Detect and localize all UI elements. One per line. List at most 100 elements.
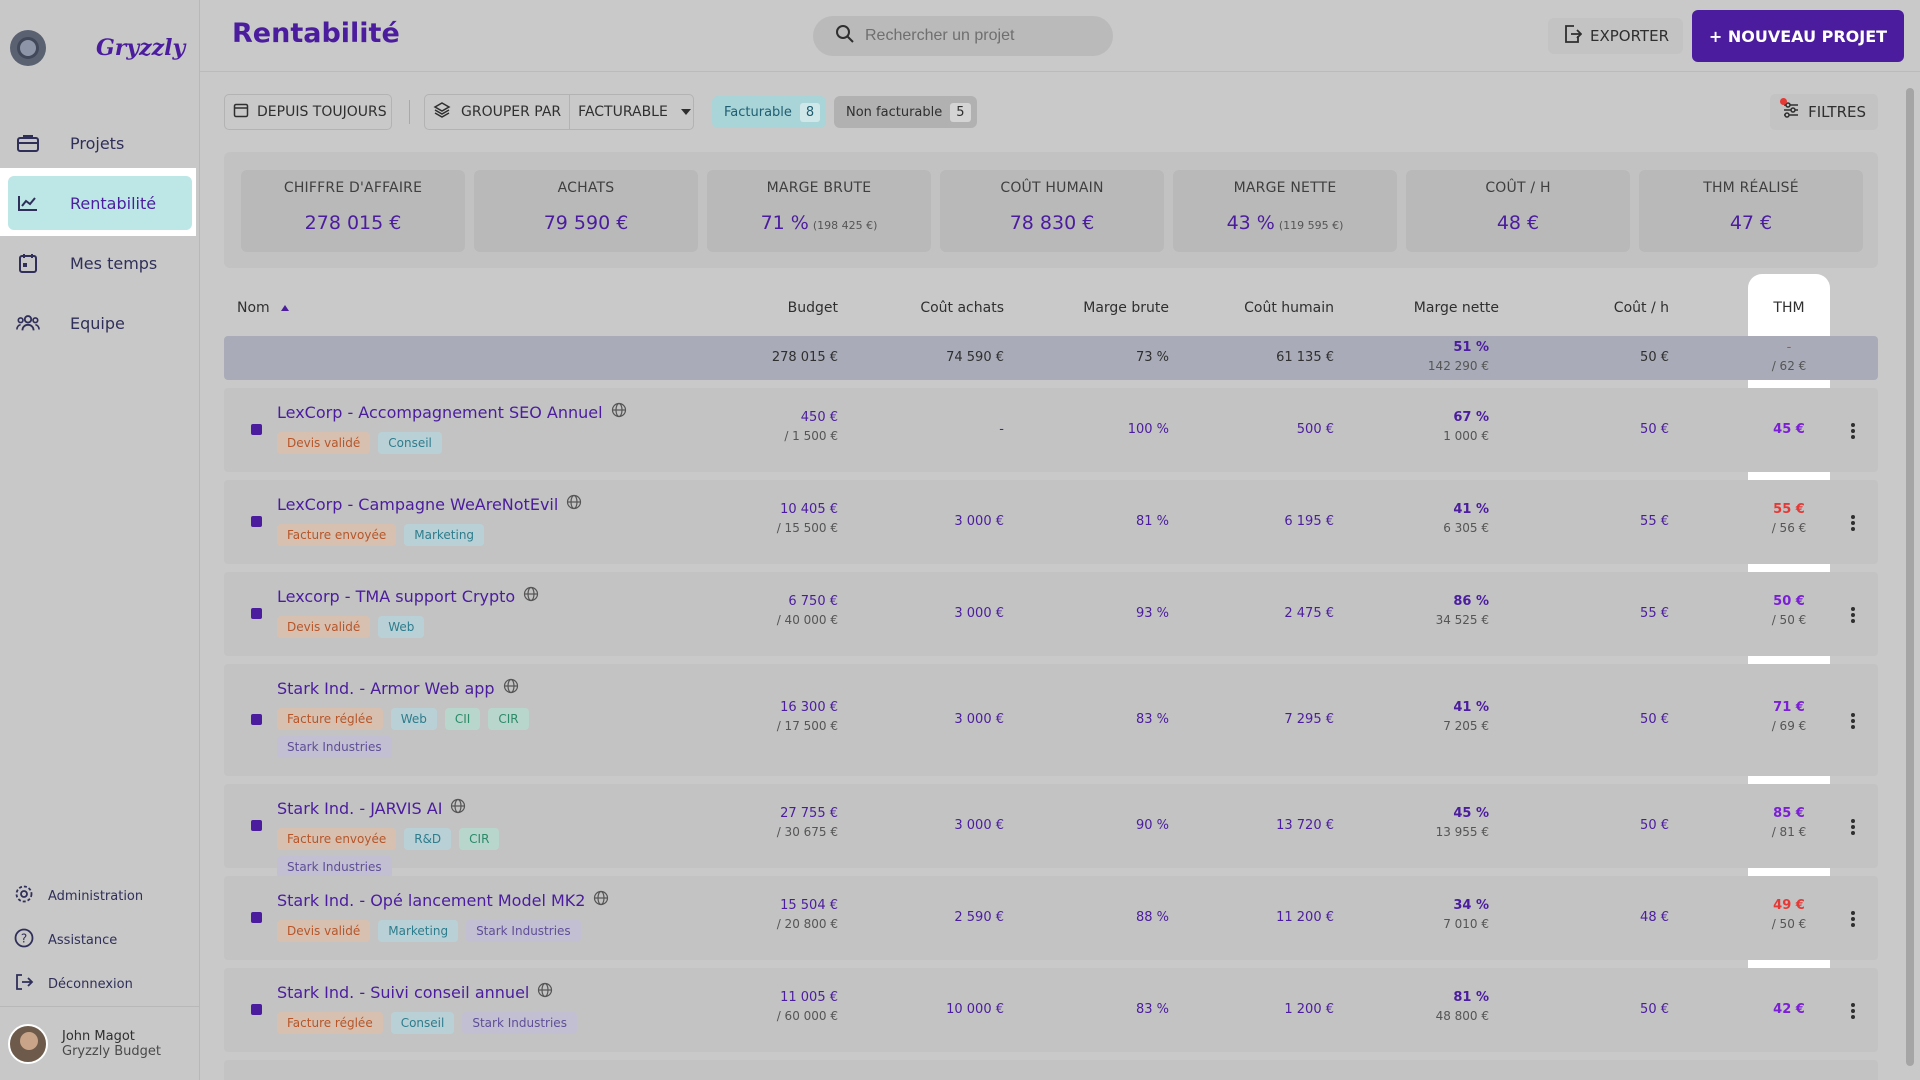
sidebar-item-deconnexion[interactable]: Déconnexion bbox=[14, 962, 143, 1006]
project-tag[interactable]: Facture réglée bbox=[277, 708, 383, 730]
marge-nette-amount: 7 205 € bbox=[1443, 719, 1489, 733]
project-tag[interactable]: Stark Industries bbox=[466, 920, 581, 942]
row-menu-kebab-icon[interactable] bbox=[1850, 513, 1856, 533]
cout-h-cell: 50 € bbox=[1640, 818, 1669, 833]
project-name-link[interactable]: Lexcorp - TMA support Crypto bbox=[277, 586, 539, 606]
cout-humain-cell: 1 200 € bbox=[1284, 1002, 1334, 1017]
project-name-link[interactable]: Stark Ind. - Armor Web app bbox=[277, 678, 519, 698]
non-facturable-toggle[interactable]: Non facturable 5 bbox=[834, 96, 977, 128]
project-tag[interactable]: CIR bbox=[488, 708, 529, 730]
column-header-thm[interactable]: THM bbox=[1773, 300, 1805, 316]
briefcase-icon bbox=[16, 131, 40, 155]
table-row[interactable]: Stark Ind. - JARVIS AI Facture envoyée R&D… bbox=[224, 784, 1878, 878]
budget-cell: 10 405 € / 15 500 € bbox=[644, 502, 838, 535]
project-tag[interactable]: Conseil bbox=[390, 1012, 455, 1034]
project-tag[interactable]: Devis validé bbox=[277, 432, 371, 454]
project-tag[interactable]: Facture réglée bbox=[277, 1012, 383, 1034]
project-name-link[interactable]: Stark Ind. - Suivi conseil annuel bbox=[277, 982, 553, 1002]
project-tag[interactable]: Marketing bbox=[404, 524, 485, 546]
export-button[interactable]: EXPORTER bbox=[1548, 18, 1683, 54]
cout-achats-cell: - bbox=[999, 422, 1004, 437]
project-name-link[interactable]: LexCorp - Accompagnement SEO Annuel bbox=[277, 402, 627, 422]
kpi-label: MARGE BRUTE bbox=[766, 180, 872, 196]
sliders-icon bbox=[1782, 101, 1800, 123]
row-menu-kebab-icon[interactable] bbox=[1850, 421, 1856, 441]
table-row[interactable]: Lexcorp - TMA support Crypto Devis validé… bbox=[224, 572, 1878, 656]
project-name: Stark Ind. - Armor Web app bbox=[277, 678, 495, 698]
project-tag[interactable]: Devis validé bbox=[277, 920, 371, 942]
search-box[interactable] bbox=[813, 16, 1113, 56]
sidebar-item-mes-temps[interactable]: Mes temps bbox=[8, 236, 192, 290]
budget-consumed: 15 504 € bbox=[780, 898, 838, 913]
table-row[interactable]: Stark Ind. - Suivi conseil annuel Facture… bbox=[224, 968, 1878, 1052]
scrollbar-thumb[interactable] bbox=[1906, 88, 1914, 1066]
thm-value: 42 € bbox=[1773, 1002, 1805, 1017]
user-profile[interactable]: John Magot Gryzzly Budget bbox=[0, 1006, 200, 1080]
sidebar-item-equipe[interactable]: Equipe bbox=[8, 296, 192, 350]
table-row[interactable]: LexCorp - Campagne WeAreNotEvil Facture e… bbox=[224, 480, 1878, 564]
project-name-link[interactable]: LexCorp - Campagne WeAreNotEvil bbox=[277, 494, 582, 514]
column-header-marge-brute[interactable]: Marge brute bbox=[1083, 300, 1169, 316]
project-tag[interactable]: Stark Industries bbox=[277, 856, 392, 878]
project-tag[interactable]: CIR bbox=[459, 828, 500, 850]
column-header-cout-achats[interactable]: Coût achats bbox=[920, 300, 1004, 316]
project-name: Stark Ind. - JARVIS AI bbox=[277, 798, 443, 818]
column-header-nom[interactable]: Nom bbox=[237, 300, 290, 316]
sidebar-item-assistance[interactable]: ? Assistance bbox=[14, 918, 143, 962]
sidebar-item-projets[interactable]: Projets bbox=[8, 116, 192, 170]
group-by-label: GROUPER PAR bbox=[461, 104, 562, 120]
project-name-link[interactable]: Stark Ind. - Opé lancement Model MK2 bbox=[277, 890, 609, 910]
new-project-button[interactable]: + NOUVEAU PROJET bbox=[1692, 10, 1904, 62]
project-tag[interactable]: Marketing bbox=[378, 920, 459, 942]
row-menu-kebab-icon[interactable] bbox=[1850, 909, 1856, 929]
period-filter-button[interactable]: DEPUIS TOUJOURS bbox=[224, 94, 392, 130]
project-tags: Devis validé Conseil bbox=[277, 432, 617, 460]
kpi-card: MARGE NETTE 43 % (119 595 €) bbox=[1173, 170, 1397, 252]
row-menu-kebab-icon[interactable] bbox=[1850, 817, 1856, 837]
row-menu-kebab-icon[interactable] bbox=[1850, 605, 1856, 625]
table-row-partial[interactable] bbox=[224, 1060, 1878, 1080]
project-tag[interactable]: Web bbox=[390, 708, 437, 730]
brand-wordmark: Gryzzly bbox=[96, 35, 186, 61]
project-tag[interactable]: Stark Industries bbox=[462, 1012, 577, 1034]
vertical-scrollbar[interactable] bbox=[1904, 76, 1916, 1080]
project-color-marker bbox=[251, 516, 262, 527]
logo[interactable]: Gryzzly bbox=[10, 30, 185, 66]
project-name-link[interactable]: Stark Ind. - JARVIS AI bbox=[277, 798, 466, 818]
thm-value: 45 € bbox=[1773, 422, 1805, 437]
row-menu-kebab-icon[interactable] bbox=[1850, 1001, 1856, 1021]
project-tag[interactable]: CII bbox=[444, 708, 481, 730]
table-row[interactable]: LexCorp - Accompagnement SEO Annuel Devis… bbox=[224, 388, 1878, 472]
thm-value: 55 € bbox=[1773, 502, 1805, 517]
facturable-toggle[interactable]: Facturable 8 bbox=[712, 96, 827, 128]
column-header-marge-nette[interactable]: Marge nette bbox=[1413, 300, 1499, 316]
search-input[interactable] bbox=[865, 27, 1105, 45]
table-row[interactable]: Stark Ind. - Opé lancement Model MK2 Devi… bbox=[224, 876, 1878, 960]
thm-target: / 50 € bbox=[1771, 917, 1807, 931]
budget-cell: 450 € / 1 500 € bbox=[644, 410, 838, 443]
marge-nette-amount: 1 000 € bbox=[1443, 429, 1489, 443]
column-header-cout-h[interactable]: Coût / h bbox=[1613, 300, 1669, 316]
project-tag[interactable]: Web bbox=[378, 616, 425, 638]
kpi-value: 47 € bbox=[1729, 212, 1773, 234]
kpi-value: 71 % bbox=[760, 212, 809, 234]
marge-nette-cell: 41 % 7 205 € bbox=[1334, 700, 1489, 733]
project-tag[interactable]: Facture envoyée bbox=[277, 828, 397, 850]
sidebar-item-administration[interactable]: Administration bbox=[14, 874, 143, 918]
project-tag[interactable]: R&D bbox=[404, 828, 452, 850]
group-by-select[interactable]: GROUPER PAR FACTURABLE bbox=[424, 94, 694, 130]
filters-button[interactable]: FILTRES bbox=[1770, 94, 1878, 130]
marge-nette-cell: 34 % 7 010 € bbox=[1334, 898, 1489, 931]
table-row[interactable]: Stark Ind. - Armor Web app Facture réglée… bbox=[224, 664, 1878, 776]
sidebar-item-rentabilite[interactable]: Rentabilité bbox=[8, 176, 192, 230]
column-header-budget[interactable]: Budget bbox=[787, 300, 838, 316]
marge-nette-percent: 34 % bbox=[1453, 898, 1489, 913]
thm-target: / 50 € bbox=[1771, 613, 1807, 627]
project-tag[interactable]: Facture envoyée bbox=[277, 524, 397, 546]
project-tag[interactable]: Devis validé bbox=[277, 616, 371, 638]
row-menu-kebab-icon[interactable] bbox=[1850, 711, 1856, 731]
cout-h-cell: 50 € bbox=[1640, 422, 1669, 437]
column-header-cout-humain[interactable]: Coût humain bbox=[1244, 300, 1334, 316]
project-tag[interactable]: Stark Industries bbox=[277, 736, 392, 758]
project-tag[interactable]: Conseil bbox=[378, 432, 442, 454]
